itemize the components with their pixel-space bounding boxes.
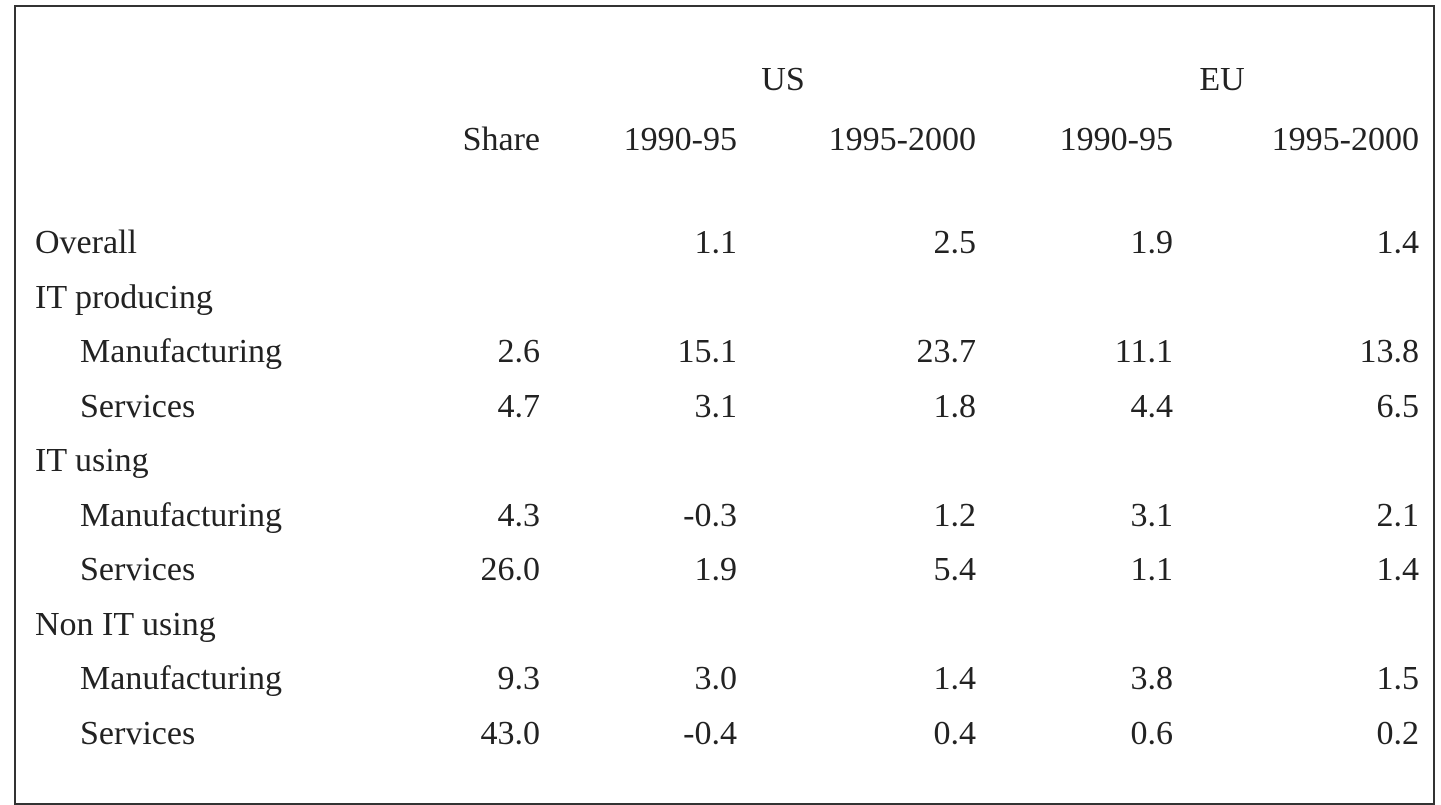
cell: 1.1 [694,224,738,261]
cell: 1.2 [933,496,977,534]
cell: 3.1 [694,387,738,425]
cell: 2.5 [933,224,977,261]
column-header: 1990-95 [623,121,737,158]
cell: 43.0 [480,714,541,752]
cell: 4.7 [497,387,541,425]
cell: 6.5 [1376,387,1420,425]
column-header: 1995-2000 [828,121,976,158]
row-label: Manufacturing [80,496,283,534]
cell: 23.7 [916,333,977,370]
cell: 3.8 [1130,660,1174,697]
row-label: Non IT using [35,605,216,643]
cell: 1.9 [1130,224,1174,261]
cell: 0.2 [1376,714,1420,752]
cell: 1.8 [933,387,977,425]
row-label: IT using [35,442,149,479]
cell: 15.1 [677,333,738,370]
cell: 1.4 [1376,551,1420,588]
cell: 2.6 [497,333,541,370]
row-label: IT producing [35,278,213,316]
cell: 13.8 [1359,333,1420,370]
column-header: 1990-95 [1059,121,1173,158]
cell: 9.3 [497,660,541,697]
cell: 0.4 [933,714,977,752]
cell: 11.1 [1114,333,1173,370]
group-header: EU [1199,61,1245,98]
cell: 1.4 [1376,224,1420,261]
cell: 26.0 [480,551,541,588]
cell: 5.4 [933,551,977,588]
row-label: Services [80,387,196,425]
row-label: Overall [35,224,137,261]
cell: 1.5 [1376,660,1420,697]
cell: -0.3 [683,496,737,534]
cell: 1.1 [1130,551,1174,588]
cell: 1.4 [933,660,977,697]
row-label: Services [80,714,196,752]
cell: 3.0 [694,660,738,697]
group-header: US [761,61,805,98]
cell: 3.1 [1130,496,1174,534]
cell: -0.4 [683,714,737,752]
cell: 4.4 [1130,387,1174,425]
cell: 1.9 [694,551,738,588]
cell: 4.3 [497,496,541,534]
cell: 2.1 [1376,496,1420,534]
column-header: Share [462,121,540,158]
column-header: 1995-2000 [1271,121,1419,158]
row-label: Manufacturing [80,333,283,370]
row-label: Services [80,551,196,588]
cell: 0.6 [1130,714,1174,752]
row-label: Manufacturing [80,660,283,697]
